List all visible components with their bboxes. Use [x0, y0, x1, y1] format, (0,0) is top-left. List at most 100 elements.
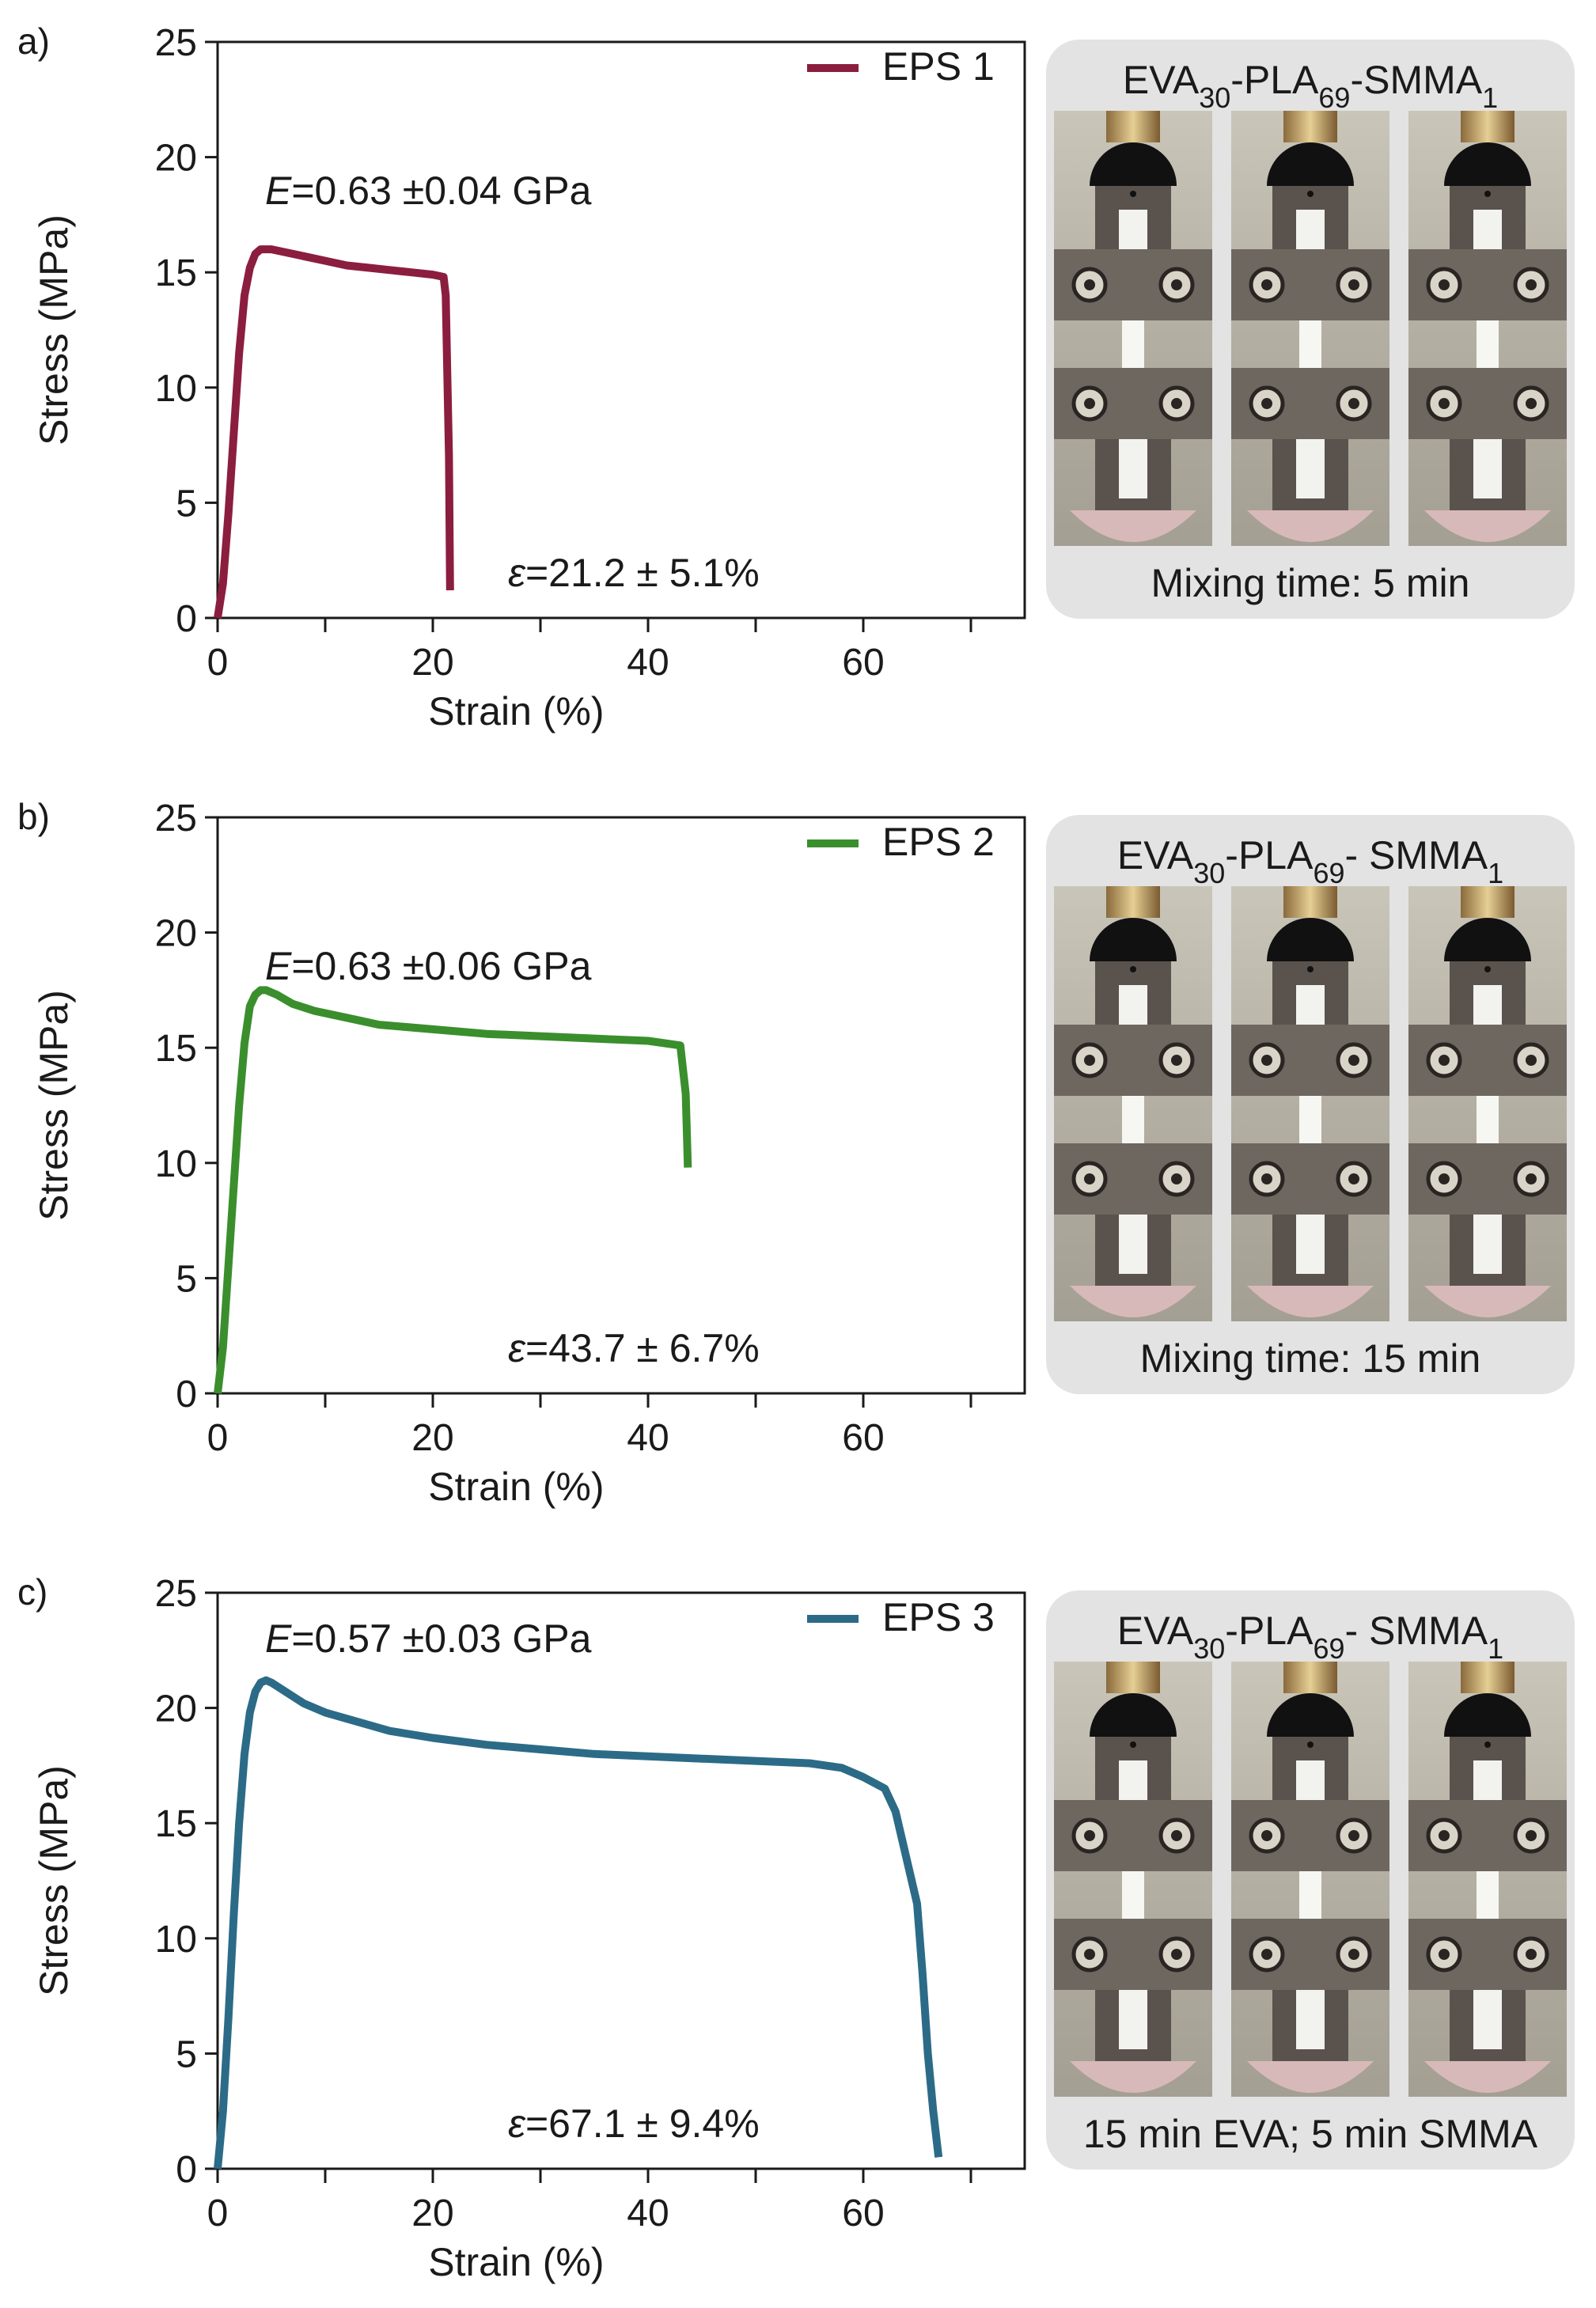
clamp-screw-center: [1439, 1949, 1450, 1960]
title-subscript: 69: [1318, 81, 1350, 114]
x-tick-label: 40: [627, 1417, 669, 1459]
panel-letter: b): [17, 796, 50, 837]
clamp-screw-center: [1171, 398, 1182, 409]
strain-value: =43.7 ± 6.7%: [525, 1326, 760, 1370]
y-tick-label: 0: [176, 2149, 197, 2191]
clamp-screw-center: [1348, 1055, 1359, 1066]
specimen-upper-tab: [1296, 210, 1325, 249]
lower-grip-base: [1247, 510, 1374, 542]
specimen-photo: [1054, 111, 1212, 546]
plot-frame: [216, 40, 1026, 620]
y-tick-label: 5: [176, 1258, 197, 1300]
clamp-screw-center: [1084, 1055, 1095, 1066]
specimen-upper-tab: [1119, 1760, 1147, 1800]
x-axis-title: Strain (%): [428, 1465, 604, 1509]
specimen-lower-tab: [1119, 1215, 1147, 1274]
specimen-upper-tab: [1119, 985, 1147, 1025]
title-part: -PLA: [1225, 833, 1314, 877]
title-part: -PLA: [1230, 58, 1319, 102]
clamp-screw-center: [1261, 1173, 1272, 1184]
upper-rod: [1106, 1662, 1160, 1693]
x-axis-title: Strain (%): [428, 689, 604, 733]
lower-grip-base: [1247, 2061, 1374, 2093]
upper-grip-dome: [1090, 1693, 1177, 1737]
upper-rod: [1283, 1662, 1337, 1693]
lower-grip-base: [1070, 2061, 1196, 2093]
upper-grip-dome: [1090, 918, 1177, 961]
alignment-pin: [1484, 191, 1491, 197]
title-part: EVA: [1123, 58, 1200, 102]
lower-grip-base: [1424, 1286, 1551, 1317]
title-subscript: 1: [1488, 1632, 1503, 1665]
lower-grip-base: [1424, 510, 1551, 542]
clamp-screw-center: [1348, 1949, 1359, 1960]
clamp-screw-center: [1261, 1055, 1272, 1066]
x-tick-label: 0: [207, 642, 229, 684]
photo-panel-caption: Mixing time: 5 min: [1151, 561, 1470, 605]
upper-rod: [1283, 886, 1337, 918]
clamp-screw-center: [1084, 1173, 1095, 1184]
specimen-lower-tab: [1296, 439, 1325, 498]
clamp-screw-center: [1348, 398, 1359, 409]
panel-b: b) 0 5 10 15 20 25 0 20 40 60 Strain (%) Stress (MPa…: [17, 796, 1026, 1509]
upper-grip-dome: [1444, 142, 1531, 186]
photo-panel-caption: 15 min EVA; 5 min SMMA: [1083, 2112, 1538, 2156]
x-tick-label: 40: [627, 2192, 669, 2234]
y-tick-label: 20: [155, 913, 197, 955]
y-tick-label: 25: [155, 798, 197, 839]
clamp-screw-center: [1526, 398, 1537, 409]
y-tick-label: 0: [176, 598, 197, 640]
specimen-lower-tab: [1473, 1990, 1502, 2049]
x-tick-label: 20: [411, 2192, 453, 2234]
panel-letter: c): [17, 1571, 47, 1613]
strain-value: =21.2 ± 5.1%: [525, 551, 760, 595]
title-subscript: 1: [1482, 81, 1498, 114]
specimen-upper-tab: [1473, 985, 1502, 1025]
modulus-value: =0.63 ±0.04 GPa: [291, 169, 591, 213]
clamp-screw-center: [1261, 1949, 1272, 1960]
alignment-pin: [1307, 1741, 1314, 1748]
title-part: - SMMA: [1345, 833, 1488, 877]
title-subscript: 69: [1313, 857, 1344, 889]
plot-frame: [216, 1591, 1026, 2170]
strain-symbol: ε: [508, 551, 526, 595]
y-tick-label: 5: [176, 2033, 197, 2075]
legend-label: EPS 3: [882, 1595, 995, 1639]
panel-letter: a): [17, 21, 50, 62]
clamp-screw-center: [1171, 1173, 1182, 1184]
specimen-photo: [1054, 886, 1212, 1321]
title-subscript: 30: [1193, 857, 1225, 889]
specimen-upper-tab: [1296, 1760, 1325, 1800]
alignment-pin: [1130, 191, 1136, 197]
specimen-lower-tab: [1296, 1990, 1325, 2049]
x-tick-label: 0: [207, 2192, 229, 2234]
y-tick-label: 15: [155, 1803, 197, 1845]
x-tick-label: 60: [842, 642, 884, 684]
strain-annotation: ε=21.2 ± 5.1%: [508, 551, 760, 595]
specimen-lower-tab: [1119, 1990, 1147, 2049]
modulus-value: =0.57 ±0.03 GPa: [291, 1616, 591, 1661]
clamp-screw-center: [1261, 398, 1272, 409]
upper-grip-dome: [1267, 142, 1354, 186]
specimen-lower-tab: [1119, 439, 1147, 498]
strain-symbol: ε: [508, 2101, 526, 2146]
specimen-upper-tab: [1473, 210, 1502, 249]
x-tick-label: 20: [411, 1417, 453, 1459]
lower-grip-base: [1424, 2061, 1551, 2093]
clamp-screw-center: [1084, 1830, 1095, 1841]
clamp-screw-center: [1171, 1830, 1182, 1841]
clamp-screw-center: [1084, 1949, 1095, 1960]
title-part: - SMMA: [1345, 1609, 1488, 1653]
clamp-screw-center: [1526, 279, 1537, 290]
clamp-screw-center: [1526, 1949, 1537, 1960]
y-tick-label: 5: [176, 483, 197, 525]
upper-grip-dome: [1267, 918, 1354, 961]
strain-symbol: ε: [508, 1326, 526, 1370]
clamp-screw-center: [1439, 279, 1450, 290]
legend-label: EPS 1: [882, 44, 995, 89]
specimen-lower-tab: [1296, 1215, 1325, 1274]
series-line-eps-1: [214, 245, 454, 619]
upper-grip-dome: [1444, 1693, 1531, 1737]
lower-grip-base: [1247, 1286, 1374, 1317]
